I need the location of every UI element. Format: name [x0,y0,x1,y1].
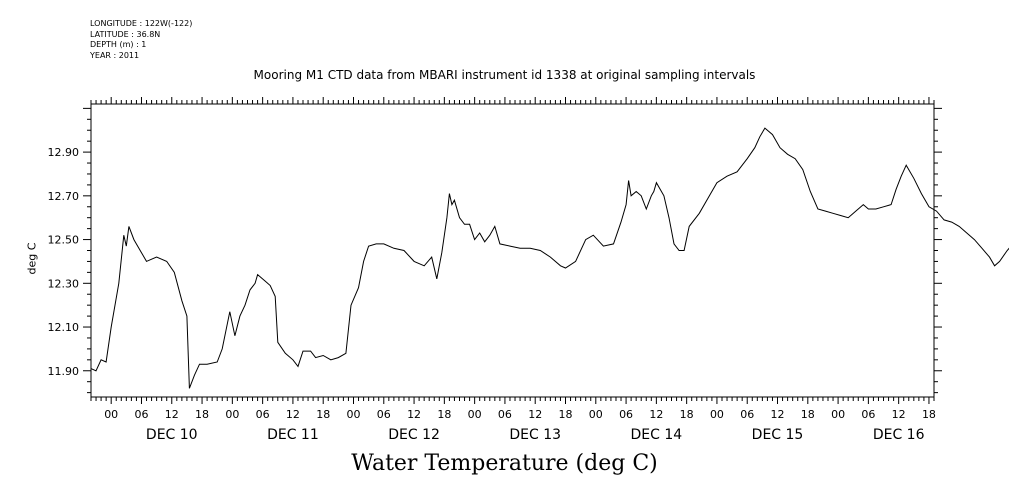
y-tick-label: 12.50 [48,234,80,247]
x-tick-label: 06 [377,408,391,421]
x-tick-label: 06 [861,408,875,421]
x-tick-label: 12 [892,408,906,421]
x-tick-label: 18 [195,408,209,421]
y-tick-label: 12.10 [48,321,80,334]
x-tick-label: 12 [649,408,663,421]
x-tick-label: 18 [801,408,815,421]
x-tick-label: 00 [225,408,239,421]
day-label: DEC 15 [752,427,804,443]
x-tick-label: 18 [559,408,573,421]
y-tick-label: 12.90 [48,146,80,159]
metadata-depth: DEPTH (m) : 1 [90,40,147,49]
day-label: DEC 10 [146,427,198,443]
series-line [90,127,1009,389]
x-tick-label: 00 [468,408,482,421]
chart-title: Mooring M1 CTD data from MBARI instrumen… [253,68,756,82]
x-tick-label: 18 [680,408,694,421]
axis-tick-labels: 00 06 12 18 00 06 12 18 00 06 12 18 00 06 12 18 00 06 12 18… [48,146,936,443]
x-tick-label: 06 [134,408,148,421]
x-tick-label: 00 [710,408,724,421]
metadata-longitude: LONGITUDE : 122W(-122) [90,19,193,28]
x-tick-label: 00 [589,408,603,421]
x-tick-label: 18 [922,408,936,421]
x-tick-label: 12 [771,408,785,421]
axis-ticks [83,97,942,404]
x-tick-label: 06 [498,408,512,421]
y-tick-label: 12.30 [48,277,80,290]
x-tick-label: 12 [407,408,421,421]
metadata-block: LONGITUDE : 122W(-122) LATITUDE : 36.8N … [90,19,192,61]
x-tick-label: 18 [316,408,330,421]
x-tick-label: 12 [286,408,300,421]
metadata-year: YEAR : 2011 [90,50,140,60]
x-axis-label: Water Temperature (deg C) [351,451,658,476]
day-label: DEC 16 [873,427,925,443]
x-tick-label: 06 [740,408,754,421]
x-tick-label: 00 [831,408,845,421]
day-label: DEC 11 [267,427,319,443]
x-tick-label: 00 [104,408,118,421]
y-tick-label: 11.90 [48,365,80,378]
day-label: DEC 13 [509,427,561,443]
day-label: DEC 12 [388,427,440,443]
x-tick-label: 06 [619,408,633,421]
x-tick-label: 06 [256,408,270,421]
x-tick-label: 12 [165,408,179,421]
x-tick-label: 00 [346,408,360,421]
x-tick-label: 18 [437,408,451,421]
metadata-latitude: LATITUDE : 36.8N [90,29,161,39]
y-tick-label: 12.70 [48,190,80,203]
plot-frame [90,103,935,398]
x-tick-label: 12 [528,408,542,421]
day-label: DEC 14 [631,427,683,443]
